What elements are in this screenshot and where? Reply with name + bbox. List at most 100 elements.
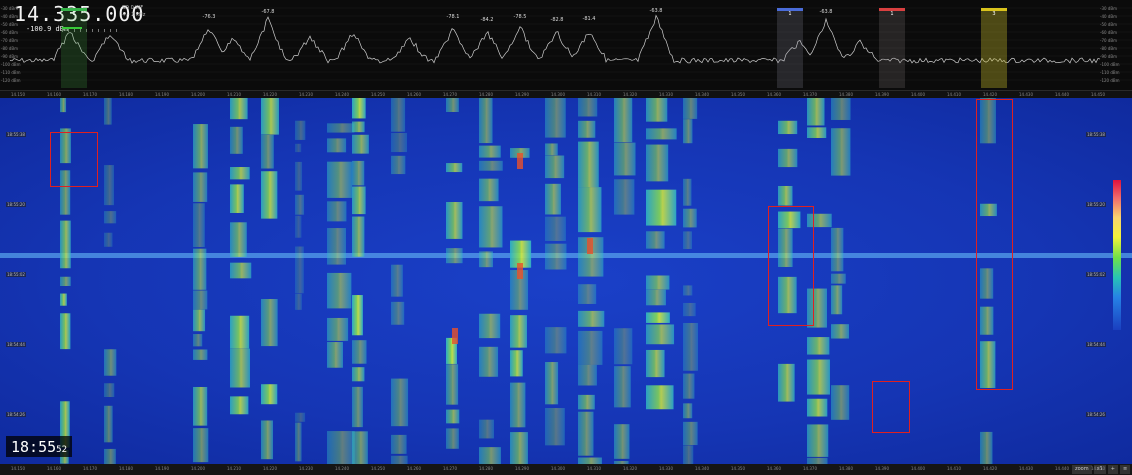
signal-trace	[479, 346, 499, 377]
waterfall-timestamp: 18:54:26	[6, 412, 26, 417]
zoom-in-button[interactable]: +	[1107, 465, 1118, 474]
channel-number: 1	[72, 11, 76, 17]
frequency-tick-label: 14.420	[983, 466, 997, 471]
frequency-tick-label: 14.300	[551, 92, 565, 97]
frequency-tick-label: 14.320	[623, 466, 637, 471]
frequency-tick-label: 14.420	[983, 92, 997, 97]
frequency-tick-label: 14.200	[191, 92, 205, 97]
frequency-tick-label: 14.370	[803, 92, 817, 97]
signal-trace	[510, 315, 527, 348]
mode-info[interactable]: SD 0 WF +/- 2 kHz	[122, 5, 145, 19]
signal-trace	[230, 396, 249, 415]
signal-trace	[614, 366, 631, 408]
signal-trace	[230, 262, 252, 279]
signal-trace	[295, 161, 303, 191]
signal-trace	[352, 160, 365, 186]
signal-trace	[545, 327, 567, 354]
signal-trace	[807, 398, 828, 417]
signal-trace	[295, 412, 306, 422]
frequency-tick-label: 14.170	[83, 466, 97, 471]
signal-trace	[980, 268, 994, 299]
signal-trace	[578, 310, 605, 327]
frequency-tick-label: 14.390	[875, 92, 889, 97]
signal-trace	[683, 231, 693, 249]
frequency-tick-label: 14.210	[227, 92, 241, 97]
frequency-tick-label: 14.310	[587, 466, 601, 471]
signal-trace	[578, 411, 594, 456]
signal-trace	[807, 127, 827, 138]
clock-seconds: 52	[56, 445, 67, 455]
menu-button[interactable]: ≡	[1119, 465, 1131, 474]
bottom-frequency-scale[interactable]: zoom x1 + ≡ 14.150 14.160 14.170 14.180 14.1…	[0, 464, 1132, 475]
channel-marker-3[interactable]: 1	[879, 8, 905, 88]
frequency-tick-label: 14.190	[155, 466, 169, 471]
frequency-readout[interactable]: 14.335.000	[14, 2, 145, 26]
s-meter-bar	[62, 27, 82, 29]
signal-trace	[446, 202, 463, 239]
signal-trace	[545, 243, 567, 270]
signal-trace	[778, 276, 797, 314]
frequency-tick-label: 14.250	[371, 92, 385, 97]
signal-trace	[391, 455, 408, 464]
signal-trace	[261, 420, 274, 460]
signal-trace	[646, 128, 677, 140]
peak-label: -84.2	[480, 17, 494, 23]
signal-trace	[391, 301, 405, 325]
signal-hotspot	[587, 238, 593, 254]
clock-time: 18:55	[11, 438, 57, 456]
waterfall-timestamp: 18:55:38	[6, 132, 26, 137]
channel-number: 3	[992, 11, 996, 17]
signal-trace	[807, 359, 830, 395]
signal-trace	[60, 170, 71, 215]
db-tick-label: -90 dBm	[1, 54, 18, 59]
channel-marker-2[interactable]: 1	[777, 8, 803, 88]
signal-trace	[60, 220, 71, 269]
db-tick-label: -120 dBm	[1100, 78, 1120, 83]
waterfall-color-scale[interactable]	[1113, 180, 1121, 330]
signal-trace	[193, 248, 207, 290]
signal-trace	[295, 194, 305, 215]
signal-trace	[683, 98, 698, 119]
zoom-level[interactable]: x1	[1093, 465, 1106, 474]
frequency-tick-label: 14.350	[731, 466, 745, 471]
signal-trace	[230, 126, 243, 154]
signal-trace	[578, 98, 598, 117]
frequency-tick-label: 14.230	[299, 92, 313, 97]
spectrum-panel[interactable]: 14.335.000 SD 0 WF +/- 2 kHz -100.9 dBm …	[0, 0, 1132, 99]
signal-trace	[614, 98, 633, 143]
signal-trace	[807, 98, 825, 126]
signal-trace	[646, 98, 668, 122]
frequency-tick-label: 14.430	[1019, 92, 1033, 97]
signal-trace	[352, 295, 363, 336]
signal-trace	[980, 306, 994, 335]
frequency-tick-label: 14.230	[299, 466, 313, 471]
db-tick-label: -50 dBm	[1, 22, 18, 27]
signal-trace	[683, 373, 695, 399]
channel-number: 1	[788, 11, 792, 17]
frequency-tick-label: 14.440	[1055, 92, 1069, 97]
signal-trace	[807, 337, 830, 355]
db-tick-label: -110 dBm	[1100, 70, 1120, 75]
s-meter-scale	[62, 29, 118, 32]
signal-trace	[479, 251, 493, 268]
signal-trace	[60, 293, 67, 306]
signal-trace	[391, 98, 406, 132]
frequency-tick-label: 14.400	[911, 92, 925, 97]
frequency-tick-label: 14.350	[731, 92, 745, 97]
signal-trace	[683, 421, 698, 446]
frequency-tick-label: 14.340	[695, 92, 709, 97]
peak-label: -82.8	[550, 17, 564, 23]
mode-line-2: +/- 2 kHz	[122, 12, 146, 18]
highlight-box	[872, 381, 910, 433]
waterfall-display[interactable]: 18:55:38 18:55:38 18:55:20 18:55:20 18:55:02…	[0, 98, 1132, 464]
frequency-tick-label: 14.290	[515, 466, 529, 471]
channel-marker-cap	[61, 8, 87, 11]
waterfall-timestamp: 18:55:02	[6, 272, 26, 277]
signal-trace	[104, 448, 116, 464]
signal-trace	[193, 386, 208, 426]
signal-trace	[479, 98, 493, 144]
zoom-button[interactable]: zoom	[1072, 465, 1092, 474]
channel-marker-1[interactable]: 1	[61, 8, 87, 88]
signal-trace	[352, 340, 367, 364]
channel-marker-4[interactable]: 3	[981, 8, 1007, 88]
